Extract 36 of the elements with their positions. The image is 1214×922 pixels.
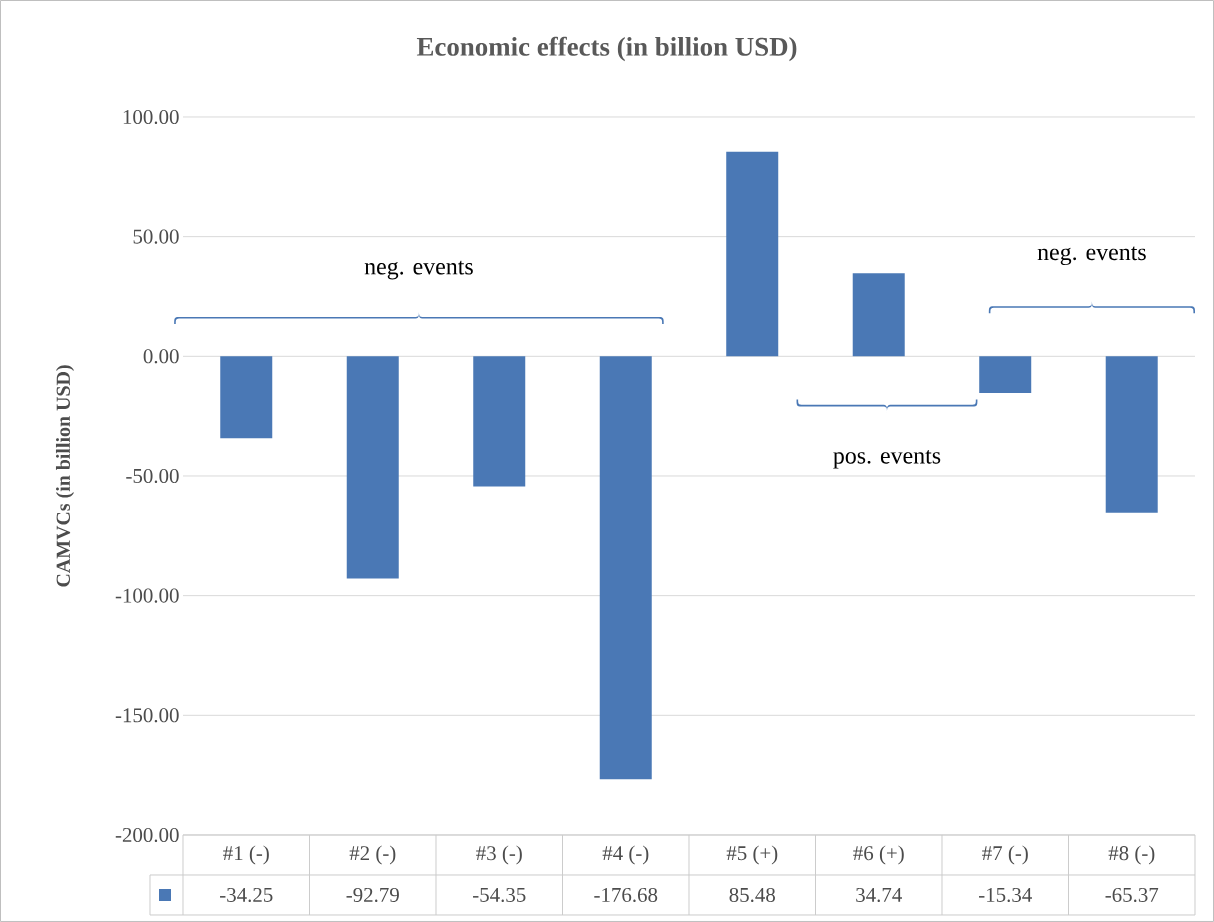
y-tick-label: -100.00 [115,588,179,603]
data-label: 85.48 [729,887,775,903]
bar [979,356,1032,394]
data-label: -65.37 [1105,887,1159,903]
x-tick-label: #6 (+) [853,845,904,865]
data-label: -54.35 [473,887,526,903]
data-label: -92.79 [346,887,399,903]
bar [852,273,905,357]
y-tick-label: -50.00 [126,468,179,484]
y-tick-label: -150.00 [115,708,179,723]
y-tick-label: 50.00 [133,229,179,244]
data-label: 34.74 [856,887,902,903]
bar [1105,356,1158,513]
annotation: neg. events [364,260,473,280]
bar [599,356,652,780]
data-label: -176.68 [594,887,658,903]
data-label: -15.34 [979,887,1032,903]
y-tick-label: 0.00 [143,349,179,364]
x-tick-label: #3 (-) [476,845,522,865]
y-tick-label: -200.00 [115,827,179,843]
bar [726,151,779,357]
annotation: pos. events [833,449,941,469]
y-axis-title: CAMVCs (in billion USD) [55,365,75,587]
x-tick-label: #7 (-) [982,845,1028,865]
data-label: -34.25 [220,887,273,903]
x-tick-label: #1 (-) [223,845,269,865]
bar [473,356,526,487]
x-tick-label: #2 (-) [349,845,396,865]
x-tick-label: #5 (+) [726,845,778,865]
bar [220,356,273,439]
y-tick-label: 100.00 [123,109,179,125]
chart-title: Economic effects (in billion USD) [416,36,797,62]
bar [346,356,399,579]
annotation: neg. events [1037,246,1146,266]
x-tick-label: #8 (-) [1108,845,1155,865]
x-tick-label: #4 (-) [602,845,649,865]
